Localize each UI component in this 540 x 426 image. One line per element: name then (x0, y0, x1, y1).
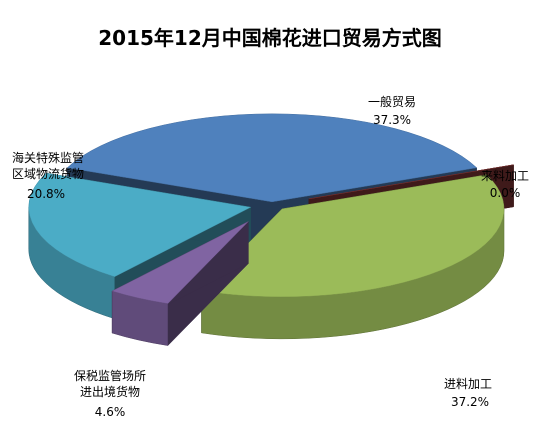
chart-title: 2015年12月中国棉花进口贸易方式图 (98, 26, 442, 50)
slice-name: 来料加工 (480, 169, 529, 183)
slice-name: 进料加工 (443, 377, 492, 391)
slice-percent: 0.0% (489, 186, 521, 200)
slice (201, 174, 505, 298)
slice (66, 113, 478, 203)
slice-percent: 37.2% (450, 395, 490, 409)
slice-name: 保税监管场所进出境货物 (73, 369, 146, 399)
slice (111, 221, 249, 304)
slice-percent: 37.3% (372, 113, 412, 127)
slice-percent: 20.8% (26, 187, 66, 201)
slice-name: 海关特殊监管区域物流货物 (11, 151, 84, 181)
slice-name: 一般贸易 (367, 95, 416, 109)
slice (28, 172, 252, 277)
slice-percent: 4.6% (94, 405, 126, 419)
